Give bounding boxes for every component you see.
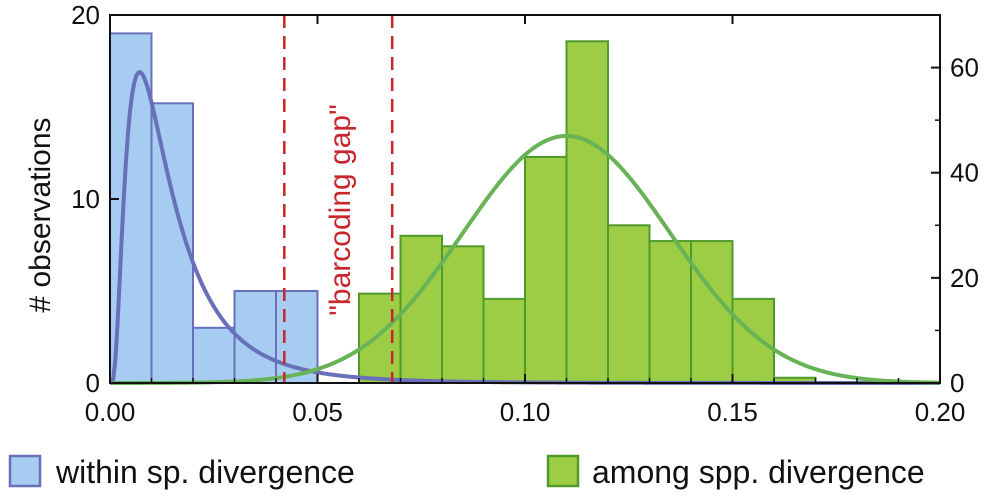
x-tick-label: 0.05 bbox=[292, 397, 343, 427]
among-bar bbox=[565, 40, 609, 385]
among-fit-curve bbox=[110, 133, 941, 385]
y-right-tick-label: 40 bbox=[950, 158, 979, 188]
legend-swatch-within bbox=[8, 454, 42, 488]
y-left-tick-label: 20 bbox=[71, 0, 100, 30]
y-right-tick-label: 20 bbox=[950, 263, 979, 293]
legend-label-within: within sp. divergence bbox=[55, 454, 355, 490]
within-bar bbox=[192, 326, 236, 384]
x-tick-label: 0.20 bbox=[915, 397, 966, 427]
x-tick-label: 0.00 bbox=[85, 397, 136, 427]
x-tick-label: 0.15 bbox=[707, 397, 758, 427]
among-bar bbox=[441, 245, 485, 384]
among-bar bbox=[690, 240, 734, 384]
barcoding-gap-label: "barcoding gap" bbox=[324, 104, 357, 315]
among-bar bbox=[607, 224, 651, 384]
y-right-tick-label: 0 bbox=[950, 368, 964, 398]
among-bar bbox=[731, 297, 775, 384]
among-bar bbox=[482, 297, 526, 384]
y-right-tick-label: 60 bbox=[950, 53, 979, 83]
y-left-tick-label: 10 bbox=[71, 184, 100, 214]
legend-label-among: among spp. divergence bbox=[592, 454, 925, 490]
legend-swatch-among bbox=[546, 454, 580, 488]
x-tick-label: 0.10 bbox=[500, 397, 551, 427]
y-left-tick-label: 0 bbox=[86, 368, 100, 398]
y-axis-title: # observations bbox=[24, 117, 57, 312]
among-bar bbox=[524, 155, 568, 384]
among-bar bbox=[648, 240, 692, 384]
among-bar bbox=[358, 292, 402, 384]
